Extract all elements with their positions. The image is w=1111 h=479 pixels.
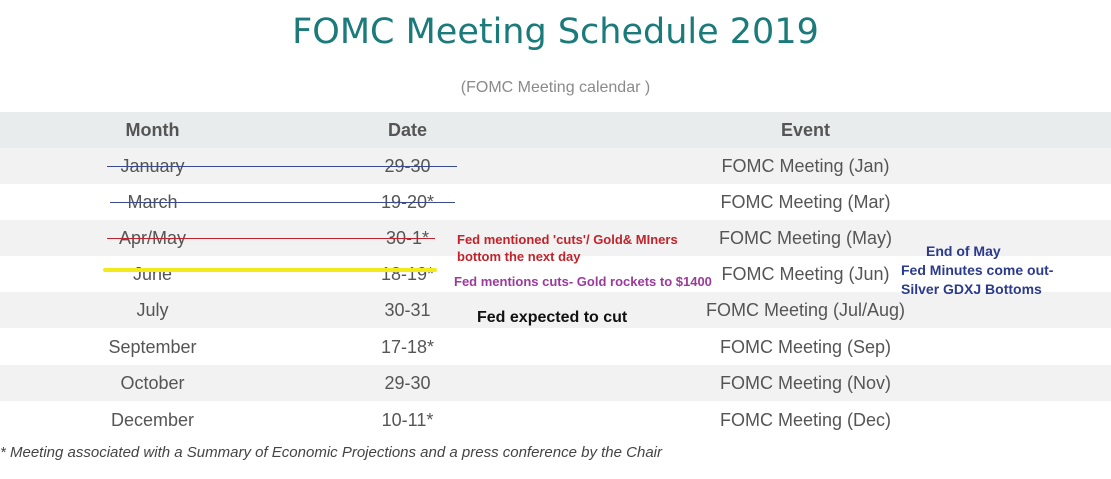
row-date: 29-30 <box>384 373 431 393</box>
row-event: FOMC Meeting (Jan) <box>721 156 890 176</box>
row-event: FOMC Meeting (Jun) <box>721 264 890 284</box>
page-subtitle: (FOMC Meeting calendar ) <box>460 79 651 96</box>
header-month: Month <box>125 120 180 140</box>
annotation-may-line1: Fed mentioned 'cuts'/ Gold& MIners <box>457 232 678 247</box>
row-event: FOMC Meeting (Dec) <box>719 410 892 430</box>
annotation-july: Fed expected to cut <box>477 309 628 326</box>
table-row: December 10-11* FOMC Meeting (Dec) <box>0 402 1111 438</box>
annotation-end-may-line2: Fed Minutes come out- <box>901 262 1054 278</box>
table-row: July 30-31 FOMC Meeting (Jul/Aug) <box>0 292 1111 328</box>
annotation-may: Fed mentioned 'cuts'/ Gold& MIners botto… <box>457 231 678 265</box>
annotation-end-may-line3: Silver GDXJ Bottoms <box>901 281 1042 297</box>
highlight-line-june <box>103 268 437 272</box>
row-event: FOMC Meeting (May) <box>718 228 893 248</box>
row-event: FOMC Meeting (Sep) <box>719 337 892 357</box>
row-event: FOMC Meeting (Jul/Aug) <box>705 300 906 320</box>
annotation-end-may-line1: End of May <box>926 243 1001 259</box>
annotation-june: Fed mentions cuts- Gold rockets to $1400 <box>454 274 712 289</box>
row-month: December <box>110 410 195 430</box>
strike-line-march <box>110 202 455 203</box>
annotation-end-of-may: End of May Fed Minutes come out- Silver … <box>901 242 1053 299</box>
annotation-may-line2: bottom the next day <box>457 249 581 264</box>
footnote: * Meeting associated with a Summary of E… <box>0 444 662 461</box>
header-date: Date <box>387 120 427 140</box>
row-month: July <box>136 300 169 320</box>
table-row: September 17-18* FOMC Meeting (Sep) <box>0 329 1111 365</box>
header-event: Event <box>780 120 831 140</box>
row-month: September <box>108 337 197 357</box>
row-event: FOMC Meeting (Mar) <box>720 192 891 212</box>
table-row: October 29-30 FOMC Meeting (Nov) <box>0 365 1111 401</box>
row-date: 17-18* <box>380 337 435 357</box>
row-date: 10-11* <box>381 410 434 430</box>
row-month: June <box>132 264 173 284</box>
row-date: 30-31 <box>384 300 431 320</box>
row-event: FOMC Meeting (Nov) <box>719 373 892 393</box>
page-title: FOMC Meeting Schedule 2019 <box>292 12 819 52</box>
table-header-row: Month Date Event <box>0 112 1111 148</box>
strike-line-apr-may <box>107 238 435 239</box>
strike-line-january <box>107 166 457 167</box>
row-month: October <box>120 373 185 393</box>
